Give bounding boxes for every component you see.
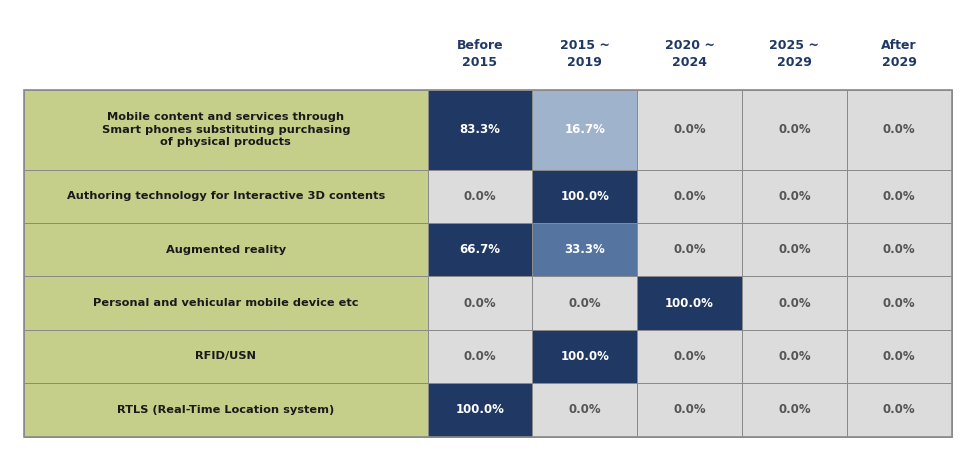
Text: Mobile content and services through
Smart phones substituting purchasing
of phys: Mobile content and services through Smar… bbox=[101, 112, 350, 147]
Bar bbox=[742, 276, 847, 330]
Text: 0.0%: 0.0% bbox=[883, 243, 916, 256]
Text: After
2029: After 2029 bbox=[881, 39, 917, 69]
Text: 0.0%: 0.0% bbox=[673, 190, 706, 203]
Bar bbox=[532, 90, 638, 170]
Bar bbox=[428, 383, 532, 436]
Text: Augmented reality: Augmented reality bbox=[166, 245, 286, 255]
Text: RFID/USN: RFID/USN bbox=[195, 351, 256, 361]
Text: Authoring technology for Interactive 3D contents: Authoring technology for Interactive 3D … bbox=[67, 192, 385, 202]
Text: 0.0%: 0.0% bbox=[778, 403, 810, 416]
Bar bbox=[428, 276, 532, 330]
Bar bbox=[638, 276, 742, 330]
Text: RTLS (Real-Time Location system): RTLS (Real-Time Location system) bbox=[117, 405, 334, 415]
Text: 0.0%: 0.0% bbox=[778, 190, 810, 203]
Text: 0.0%: 0.0% bbox=[673, 123, 706, 136]
Text: 0.0%: 0.0% bbox=[778, 297, 810, 310]
Bar bbox=[847, 276, 952, 330]
Text: 0.0%: 0.0% bbox=[464, 350, 497, 363]
Bar bbox=[428, 170, 532, 223]
Bar bbox=[742, 90, 847, 170]
Bar bbox=[847, 223, 952, 276]
Text: 0.0%: 0.0% bbox=[568, 403, 601, 416]
Bar bbox=[24, 330, 428, 383]
Text: 0.0%: 0.0% bbox=[464, 190, 497, 203]
Bar bbox=[847, 170, 952, 223]
Text: 100.0%: 100.0% bbox=[560, 190, 610, 203]
Text: Before
2015: Before 2015 bbox=[457, 39, 503, 69]
Text: 0.0%: 0.0% bbox=[778, 243, 810, 256]
Text: 0.0%: 0.0% bbox=[883, 123, 916, 136]
Text: 2015 ~
2019: 2015 ~ 2019 bbox=[559, 39, 610, 69]
Bar bbox=[532, 223, 638, 276]
Text: 0.0%: 0.0% bbox=[883, 350, 916, 363]
Bar bbox=[847, 383, 952, 436]
Text: 16.7%: 16.7% bbox=[564, 123, 605, 136]
Text: 0.0%: 0.0% bbox=[673, 350, 706, 363]
Bar bbox=[638, 90, 742, 170]
Bar bbox=[24, 90, 952, 436]
Bar bbox=[24, 276, 428, 330]
Bar bbox=[428, 90, 532, 170]
Text: 0.0%: 0.0% bbox=[673, 403, 706, 416]
Text: 0.0%: 0.0% bbox=[883, 190, 916, 203]
Text: 2025 ~
2029: 2025 ~ 2029 bbox=[769, 39, 819, 69]
Bar bbox=[532, 170, 638, 223]
Bar bbox=[24, 170, 428, 223]
Text: Personal and vehicular mobile device etc: Personal and vehicular mobile device etc bbox=[93, 298, 358, 308]
Text: 100.0%: 100.0% bbox=[666, 297, 714, 310]
Text: 0.0%: 0.0% bbox=[883, 297, 916, 310]
Bar bbox=[24, 90, 428, 170]
Bar bbox=[24, 18, 952, 90]
Text: 100.0%: 100.0% bbox=[456, 403, 504, 416]
Text: 66.7%: 66.7% bbox=[460, 243, 500, 256]
Text: 0.0%: 0.0% bbox=[464, 297, 497, 310]
Bar bbox=[742, 383, 847, 436]
Text: 83.3%: 83.3% bbox=[460, 123, 500, 136]
Bar bbox=[638, 170, 742, 223]
Text: 0.0%: 0.0% bbox=[568, 297, 601, 310]
Bar bbox=[428, 330, 532, 383]
Text: 0.0%: 0.0% bbox=[673, 243, 706, 256]
Bar bbox=[847, 90, 952, 170]
Bar bbox=[532, 276, 638, 330]
Bar bbox=[638, 383, 742, 436]
Bar bbox=[742, 170, 847, 223]
Bar bbox=[847, 330, 952, 383]
Text: 0.0%: 0.0% bbox=[778, 123, 810, 136]
Bar bbox=[24, 383, 428, 436]
Bar bbox=[24, 223, 428, 276]
Bar bbox=[532, 383, 638, 436]
Bar bbox=[742, 330, 847, 383]
Bar bbox=[532, 330, 638, 383]
Text: 0.0%: 0.0% bbox=[883, 403, 916, 416]
Text: 33.3%: 33.3% bbox=[564, 243, 605, 256]
Text: 2020 ~
2024: 2020 ~ 2024 bbox=[665, 39, 715, 69]
Text: 100.0%: 100.0% bbox=[560, 350, 610, 363]
Bar bbox=[428, 223, 532, 276]
Text: 0.0%: 0.0% bbox=[778, 350, 810, 363]
Bar bbox=[638, 223, 742, 276]
Bar bbox=[638, 330, 742, 383]
Bar bbox=[742, 223, 847, 276]
